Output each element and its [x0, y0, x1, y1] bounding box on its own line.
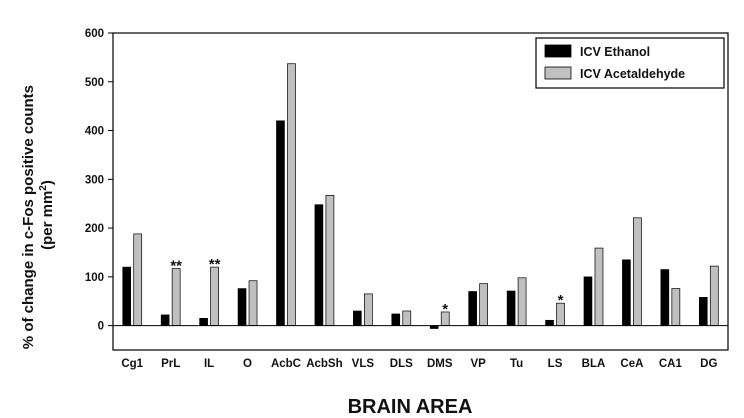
- y-tick-label: 300: [85, 174, 104, 186]
- y-axis-label-line1: % of change in c-Fos positive counts: [20, 85, 37, 349]
- bar-icv-ethanol-prl: [160, 314, 170, 326]
- significance-marker-ls: *: [558, 292, 564, 309]
- bar-icv-ethanol-o: [237, 288, 247, 326]
- legend: ICV Ethanol ICV Acetaldehyde: [535, 37, 725, 89]
- legend-label-acetaldehyde: ICV Acetaldehyde: [580, 67, 685, 81]
- bar-icv-ethanol-cg1: [122, 266, 132, 326]
- y-axis-label-close: ): [39, 180, 56, 185]
- bars: [122, 63, 719, 329]
- y-axis-ticks: 0 100 200 300 400 500 600: [85, 28, 113, 333]
- bar-icv-ethanol-dg: [698, 297, 708, 326]
- x-tick-label-acbc: AcbC: [271, 358, 301, 370]
- x-tick-label-acbsh: AcbSh: [306, 358, 342, 370]
- bar-icv-acetaldehyde-acbc: [287, 63, 296, 326]
- significance-marker-prl: **: [170, 258, 182, 275]
- bar-icv-ethanol-dls: [391, 313, 401, 326]
- x-tick-label-prl: PrL: [161, 358, 180, 370]
- bar-icv-ethanol-vls: [353, 310, 362, 326]
- y-tick-label: 500: [85, 77, 104, 89]
- x-axis-label: BRAIN AREA: [348, 396, 473, 418]
- bar-icv-ethanol-bla: [583, 276, 593, 326]
- x-tick-label-ca1: CA1: [659, 358, 683, 370]
- bar-icv-acetaldehyde-cea: [633, 217, 642, 326]
- y-axis-label-superscript: 2: [38, 185, 49, 191]
- y-tick-label: 0: [98, 321, 104, 333]
- bar-icv-acetaldehyde-il: [210, 266, 219, 326]
- x-tick-label-cg1: Cg1: [121, 358, 143, 370]
- bar-icv-acetaldehyde-dg: [709, 265, 719, 326]
- legend-swatch-acetaldehyde: [544, 66, 572, 80]
- bar-icv-acetaldehyde-bla: [594, 247, 604, 326]
- significance-marker-dms: *: [442, 301, 448, 318]
- x-tick-label-o: O: [243, 358, 252, 370]
- x-tick-label-tu: Tu: [510, 358, 523, 370]
- x-tick-label-vp: VP: [470, 358, 486, 370]
- bar-icv-acetaldehyde-cg1: [133, 233, 143, 326]
- x-tick-label-ls: LS: [548, 358, 563, 370]
- x-tick-label-cea: CeA: [620, 358, 643, 370]
- bar-icv-acetaldehyde-o: [248, 280, 258, 326]
- bar-icv-acetaldehyde-prl: [171, 268, 181, 326]
- significance-marker-il: **: [209, 256, 221, 273]
- bar-icv-acetaldehyde-acbsh: [325, 195, 335, 326]
- bar-icv-ethanol-vp: [468, 291, 477, 326]
- x-tick-label-il: IL: [204, 358, 214, 370]
- bar-icv-ethanol-il: [199, 317, 208, 326]
- x-axis-tick-labels: Cg1 PrL IL O AcbC AcbSh VLS DLS DMS VP Tu LS BLA CeA C…: [121, 358, 717, 370]
- bar-icv-acetaldehyde-tu: [517, 277, 527, 326]
- bar-icv-acetaldehyde-vls: [363, 293, 373, 326]
- x-tick-label-dg: DG: [700, 358, 717, 370]
- plot-area-frame: [112, 32, 729, 351]
- bar-icv-ethanol-acbsh: [314, 204, 324, 326]
- x-tick-label-dls: DLS: [390, 358, 413, 370]
- x-tick-label-vls: VLS: [352, 358, 375, 370]
- bar-icv-ethanol-ls: [545, 319, 554, 326]
- bar-icv-acetaldehyde-ca1: [671, 288, 681, 326]
- x-tick-label-bla: BLA: [582, 358, 606, 370]
- legend-label-ethanol: ICV Ethanol: [580, 45, 650, 59]
- bar-icv-ethanol-ca1: [660, 269, 670, 326]
- y-tick-label: 100: [85, 272, 104, 284]
- bar-icv-ethanol-cea: [622, 259, 631, 326]
- bar-icv-acetaldehyde-vp: [479, 283, 489, 326]
- bar-icv-ethanol-tu: [506, 290, 516, 326]
- y-tick-label: 400: [85, 126, 104, 138]
- legend-swatch-ethanol: [544, 44, 572, 58]
- bar-icv-acetaldehyde-dls: [402, 310, 412, 326]
- x-tick-label-dms: DMS: [427, 358, 453, 370]
- y-tick-label: 600: [85, 28, 104, 40]
- y-tick-label: 200: [85, 223, 104, 235]
- significance-markers: ** ****: [170, 256, 563, 318]
- y-axis-label: % of change in c-Fos positive counts (pe…: [20, 81, 56, 349]
- y-axis-label-line2: (per mm: [39, 191, 56, 250]
- bar-icv-ethanol-acbc: [276, 120, 285, 326]
